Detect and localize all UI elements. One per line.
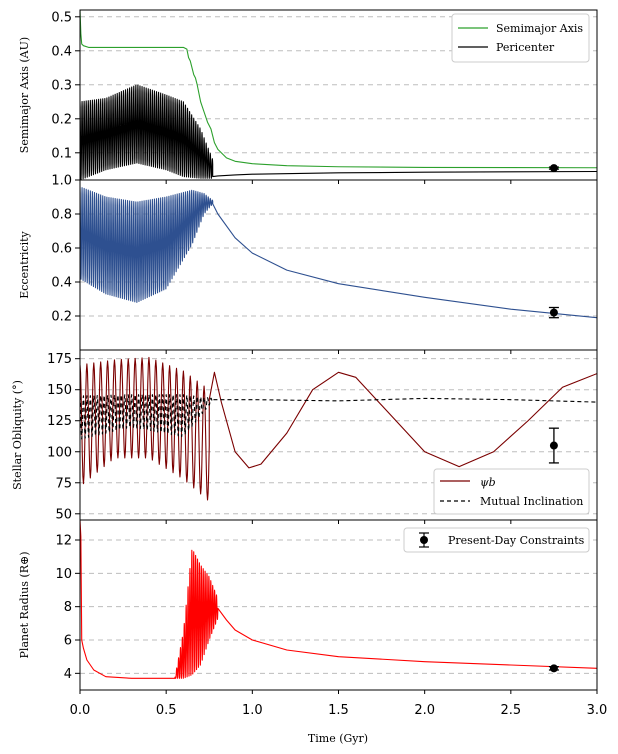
panel-radius: 4 6 8 10 12 Planet Radius (R⊕) Present-Day C… [18,519,598,694]
series-semimajor-axis [80,10,597,169]
ytick-label: 8 [64,600,72,615]
curves-semimajor [80,10,597,180]
panel-semimajor: 0.1 0.2 0.3 0.4 0.5 Semimajor Axis (AU) Semi… [18,9,598,184]
panel-eccentricity: 0.2 0.4 0.6 0.8 1.0 Eccentricity [18,174,598,354]
ytick-label: 4 [64,667,72,682]
legend-label-psi: ψb [480,476,496,489]
yticks-eccentricity: 0.2 0.4 0.6 0.8 1.0 [51,174,598,354]
series-mutual-inclination [80,394,597,440]
ylabel-semimajor: Semimajor Axis (AU) [18,37,31,153]
curves-radius [80,520,597,679]
ytick-label: 50 [55,507,72,522]
legend-box [451,13,590,63]
ytick-label: 0.4 [51,44,72,59]
ytick-label: 0.1 [51,146,72,161]
legend-label-pericenter: Pericenter [496,41,555,54]
series-pericenter [80,84,597,180]
curves-obliquity [80,356,597,501]
xtick-label: 2.5 [500,703,521,718]
xtick-label: 1.0 [242,703,263,718]
legend-obliquity: ψb Mutual Inclination [433,468,590,515]
constraint-point [549,664,558,673]
xtick-label: 0.0 [70,703,91,718]
legend-marker [420,536,428,544]
legend-box [403,527,590,553]
xtick-label: 1.5 [328,703,349,718]
panel-obliquity: 50 75 100 125 150 175 Stellar Obliquity (°) ψ… [11,349,598,524]
yticks-obliquity: 50 75 100 125 150 175 [47,352,598,524]
curves-eccentricity [80,186,597,319]
ylabel-eccentricity: Eccentricity [18,230,31,298]
constraint-point [549,164,558,173]
legend-label-mutual: Mutual Inclination [480,495,583,508]
ytick-label: 12 [55,534,72,549]
xtick-label: 0.5 [156,703,177,718]
ytick-label: 0.2 [51,112,72,127]
yticks-radius: 4 6 8 10 12 [55,534,598,694]
constraint-point [549,441,558,450]
legend-radius: Present-Day Constraints [403,527,590,553]
series-eccentricity [80,186,597,319]
ylabel-radius: Planet Radius (R⊕) [18,552,31,659]
constraint-point [549,308,558,317]
ytick-label: 0.3 [51,78,72,93]
ytick-label: 1.0 [51,174,72,189]
grid-radius [80,539,597,674]
ytick-label: 10 [55,567,72,582]
legend-label-semimajor: Semimajor Axis [496,22,583,35]
ytick-label: 150 [47,383,72,398]
ytick-label: 100 [47,445,72,460]
ytick-label: 6 [64,634,72,649]
series-ψb [80,356,597,501]
legend-box [433,468,590,515]
legend-semimajor: Semimajor Axis Pericenter [451,13,590,63]
xaxis: 0.0 0.5 1.0 1.5 2.0 2.5 3.0 [70,703,608,718]
series-planet-radius [80,520,597,679]
ylabel-obliquity: Stellar Obliquity (°) [11,380,24,490]
ytick-label: 0.2 [51,310,72,325]
ytick-label: 0.8 [51,208,72,223]
ytick-label: 0.4 [51,276,72,291]
ytick-label: 0.6 [51,242,72,257]
xtick-label: 3.0 [587,703,608,718]
xlabel: Time (Gyr) [308,732,368,745]
xtick-label: 2.0 [414,703,435,718]
ytick-label: 175 [47,352,72,367]
ytick-label: 0.5 [51,10,72,25]
ytick-label: 125 [47,414,72,429]
ytick-label: 75 [55,476,72,491]
legend-label-constraints: Present-Day Constraints [448,534,585,547]
